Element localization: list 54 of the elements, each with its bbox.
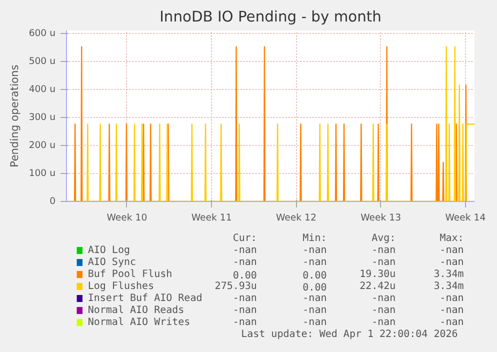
y-tick-label: 0 [50, 196, 56, 207]
x-tick-label: Week 10 [106, 212, 148, 224]
text: -nan [232, 257, 257, 268]
text: -nan [232, 305, 257, 316]
text: 0.00 [302, 270, 327, 282]
text: -nan [440, 305, 464, 316]
text: 19.30u [360, 269, 396, 280]
text: 3.34m [434, 269, 464, 280]
y-tick-label: 600 u [28, 28, 56, 39]
text: -nan [232, 245, 257, 256]
text: -nan [302, 245, 327, 256]
x-tick-label: Week 11 [191, 212, 232, 224]
text: 0.00 [302, 282, 327, 294]
text: -nan [232, 293, 257, 304]
x-tick-label: Week 13 [360, 212, 402, 224]
y-axis-title: Pending operations [8, 64, 21, 168]
text: -nan [372, 257, 396, 268]
text: 3.34m [434, 281, 464, 292]
text: Last update: Wed Apr 1 22:00:04 2026 [241, 329, 458, 340]
text: -nan [440, 293, 464, 304]
text: Cur: [232, 233, 257, 244]
y-tick-label: 200 u [28, 140, 56, 151]
text: -nan [440, 317, 464, 328]
y-tick-label: 500 u [28, 56, 56, 67]
y-tick-label: 400 u [28, 84, 56, 95]
text: -nan [372, 317, 396, 328]
x-tick-label: Week 14 [445, 212, 486, 224]
text: -nan [372, 293, 396, 304]
text: -nan [372, 305, 396, 316]
text: -nan [440, 245, 464, 256]
text: -nan [232, 317, 257, 328]
y-tick-label: 300 u [28, 112, 56, 123]
legend-label: AIO Sync [88, 257, 136, 268]
text: Max: [440, 233, 464, 244]
text: -nan [302, 293, 327, 304]
text: 275.93u [214, 281, 257, 292]
text: Min: [302, 233, 327, 244]
legend-label: Insert Buf AIO Read [88, 293, 202, 304]
text: -nan [372, 245, 396, 256]
legend-label: AIO Log [88, 245, 130, 256]
text: -nan [440, 257, 464, 268]
legend-label: Buf Pool Flush [88, 269, 172, 280]
legend-label: Normal AIO Writes [88, 317, 190, 328]
text: 0.00 [232, 270, 257, 282]
text: -nan [302, 317, 327, 328]
y-tick-label: 100 u [28, 168, 56, 179]
x-tick-label: Week 12 [276, 212, 316, 224]
chart-title: InnoDB IO Pending - by month [160, 8, 382, 26]
legend-label: Log Flushes [88, 281, 154, 292]
text: -nan [302, 257, 327, 268]
legend-label: Normal AIO Reads [88, 305, 184, 316]
text: Avg: [372, 233, 396, 244]
text: 22.42u [360, 281, 396, 292]
text: -nan [302, 305, 327, 316]
